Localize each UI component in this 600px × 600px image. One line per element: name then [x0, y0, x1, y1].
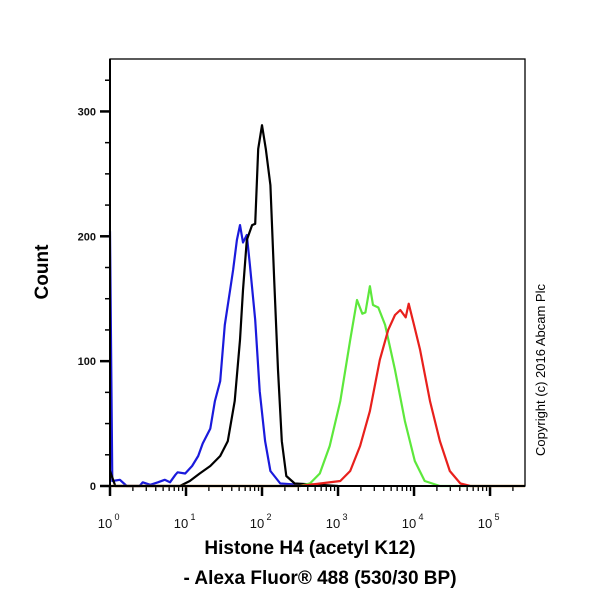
y-axis-label: Count: [32, 244, 53, 300]
x-tick-label-base: 10: [478, 516, 492, 531]
series-green-curve: [110, 285, 525, 488]
x-tick-label-exponent: 4: [419, 512, 424, 522]
series-red-curve: [110, 302, 525, 488]
x-axis-label: Histone H4 (acetyl K12): [204, 538, 415, 559]
x-tick-label-exponent: 0: [114, 512, 119, 522]
x-tick-label-base: 10: [250, 516, 264, 531]
y-tick-label: 200: [78, 231, 96, 243]
x-tick-label-exponent: 1: [190, 512, 195, 522]
y-tick-label: 300: [78, 106, 96, 118]
y-tick-label: 0: [90, 481, 96, 493]
copyright-annotation: Copyright (c) 2016 Abcam Plc: [533, 284, 548, 456]
y-tick-label: 100: [78, 356, 96, 368]
series-black-curve: [108, 124, 339, 488]
plot-frame: [109, 58, 526, 487]
x-tick-label-exponent: 5: [495, 512, 500, 522]
x-tick-label-base: 10: [402, 516, 416, 531]
x-axis-label-line2: - Alexa Fluor® 488 (530/30 BP): [183, 568, 456, 589]
x-tick-label-exponent: 2: [267, 512, 272, 522]
histogram-curves: [108, 124, 525, 488]
x-tick-label-base: 10: [98, 516, 112, 531]
x-tick-label-base: 10: [174, 516, 188, 531]
x-tick-label-exponent: 3: [343, 512, 348, 522]
x-tick-label-base: 10: [326, 516, 340, 531]
series-blue-curve: [108, 224, 323, 488]
